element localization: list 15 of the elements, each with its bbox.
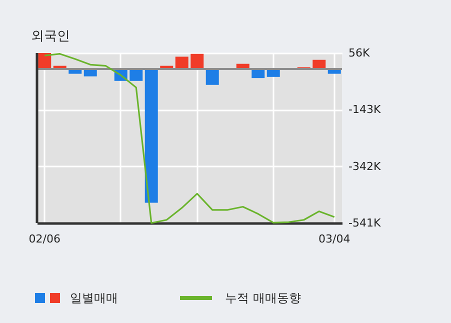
y-tick-label: -143K (348, 103, 382, 116)
y-tick-label: -342K (348, 160, 382, 173)
y-tick-label: -541K (348, 216, 382, 230)
legend-label: 누적 매매동향 (225, 291, 301, 305)
legend-label: 일별매매 (70, 291, 118, 305)
bar (190, 54, 204, 69)
bar (130, 68, 143, 81)
chart-title: 외국인 (31, 29, 70, 44)
y-tick-label: 56K (348, 46, 370, 60)
x-tick-label: 02/06 (28, 232, 60, 246)
line-series (44, 53, 336, 224)
bar (144, 68, 158, 203)
bar (206, 68, 219, 85)
bar (175, 56, 188, 69)
x-tick-label: 03/04 (318, 232, 350, 246)
